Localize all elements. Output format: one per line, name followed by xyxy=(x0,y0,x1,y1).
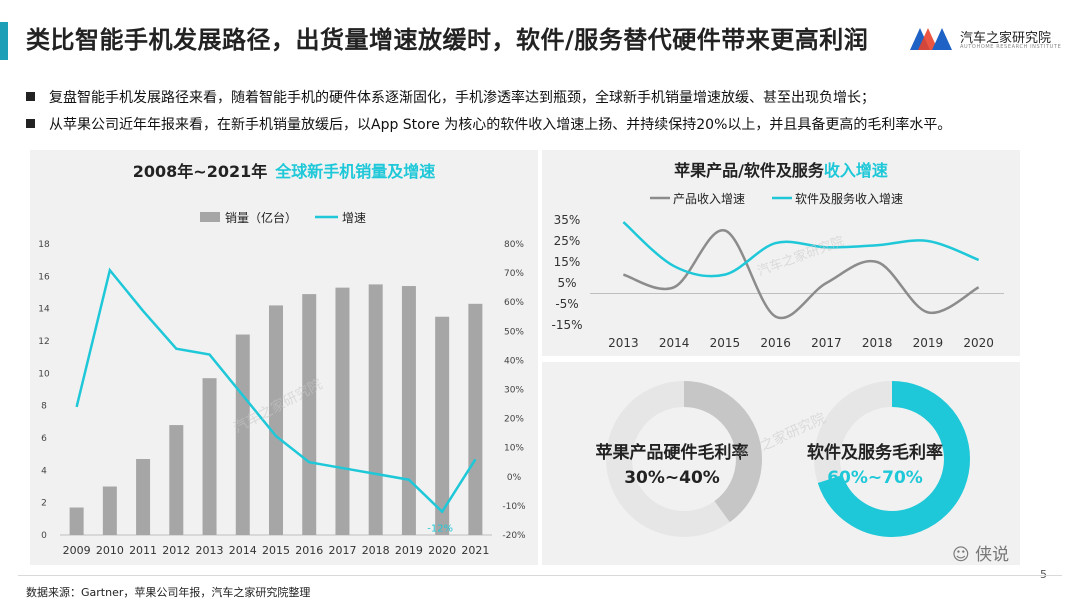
x-tick-label: 2012 xyxy=(162,544,190,557)
x-tick-label: 2021 xyxy=(461,544,489,557)
chart-title: 苹果产品/软件及服务收入增速 xyxy=(674,161,888,180)
y-tick-label: 4 xyxy=(41,466,47,476)
page-number: 5 xyxy=(1040,568,1047,581)
watermark: 汽车之家研究院 xyxy=(755,233,846,279)
title-accent-bar xyxy=(0,22,8,60)
x-tick-label: 2019 xyxy=(913,336,944,350)
sales-bar xyxy=(468,303,483,535)
y-tick-label: 6 xyxy=(41,434,47,444)
x-tick-label: 2015 xyxy=(262,544,290,557)
y-tick-label: 10 xyxy=(38,369,50,379)
y2-tick-label: 60% xyxy=(504,298,524,308)
x-tick-label: 2020 xyxy=(963,336,994,350)
x-tick-label: 2014 xyxy=(229,544,257,557)
sales-bar xyxy=(102,486,117,535)
x-tick-label: 2016 xyxy=(295,544,323,557)
donut-value: 30%~40% xyxy=(624,468,720,488)
legend-label: 增速 xyxy=(342,211,366,225)
y2-tick-label: 50% xyxy=(504,327,524,337)
x-tick-label: 2018 xyxy=(862,336,893,350)
y-tick-label: 0 xyxy=(41,531,47,541)
y2-tick-label: 30% xyxy=(504,386,524,396)
y-tick-label: 18 xyxy=(38,240,50,250)
x-tick-label: 2015 xyxy=(710,336,741,350)
services-margin-arc xyxy=(814,381,970,537)
revenue-growth-chart: 苹果产品/软件及服务收入增速 产品收入增速 软件及服务收入增速 35% 25% 15… xyxy=(551,161,1004,350)
bullet-square-icon xyxy=(26,92,35,101)
donut-label: 苹果产品硬件毛利率 xyxy=(596,442,749,463)
sales-bar xyxy=(401,286,416,535)
y-tick-label: 25% xyxy=(554,234,581,248)
x-tick-label: 2019 xyxy=(395,544,423,557)
y2-tick-label: 20% xyxy=(504,415,524,425)
donut-label: 软件及服务毛利率 xyxy=(807,442,943,463)
bullet-square-icon xyxy=(26,119,35,128)
y-tick-label: 16 xyxy=(38,272,50,282)
y-tick-label: 35% xyxy=(554,213,581,227)
y2-tick-label: 0% xyxy=(507,473,522,483)
y-tick-label: -5% xyxy=(555,297,578,311)
x-tick-label: 2017 xyxy=(328,544,356,557)
y-tick-label: 5% xyxy=(557,276,576,290)
legend-label: 软件及服务收入增速 xyxy=(795,191,903,206)
sales-bar xyxy=(302,294,317,535)
y-tick-label: 15% xyxy=(554,255,581,269)
page-title: 类比智能手机发展路径，出货量增速放缓时，软件/服务替代硬件带来更高利润 xyxy=(26,26,869,54)
sales-bar xyxy=(235,334,250,535)
sales-bar xyxy=(69,507,84,535)
x-tick-label: 2020 xyxy=(428,544,456,557)
donut-value: 60%~70% xyxy=(827,468,923,488)
x-tick-label: 2009 xyxy=(63,544,91,557)
x-tick-label: 2016 xyxy=(760,336,791,350)
bullet-point: 复盘智能手机发展路径来看，随着智能手机的硬件体系逐渐固化，手机渗透率达到瓶颈，全… xyxy=(26,87,875,107)
wechat-icon: ☺ xyxy=(952,545,970,565)
y2-tick-label: -10% xyxy=(502,502,526,512)
y-tick-label: 2 xyxy=(41,499,47,509)
y-tick-label: 8 xyxy=(41,402,47,412)
x-tick-label: 2014 xyxy=(659,336,690,350)
x-tick-label: 2013 xyxy=(608,336,639,350)
source-note: 数据来源：Gartner，苹果公司年报，汽车之家研究院整理 xyxy=(26,586,311,599)
y2-tick-label: 10% xyxy=(504,444,524,454)
legend-label: 销量（亿台） xyxy=(225,210,297,225)
legend-label: 产品收入增速 xyxy=(673,192,745,206)
y-tick-label: 12 xyxy=(38,337,49,347)
sales-bar xyxy=(368,284,383,535)
y2-tick-label: 80% xyxy=(504,240,524,250)
sales-chart: 2008年~2021年 全球新手机销量及增速 销量（亿台） 增速 0 2 4 6 8 10 1… xyxy=(38,162,526,557)
y-tick-label: 14 xyxy=(38,305,50,315)
wechat-badge: ☺ 侠说 xyxy=(952,545,1010,565)
x-tick-label: 2011 xyxy=(129,544,157,557)
services-growth-line xyxy=(622,221,980,278)
sales-bar xyxy=(335,287,350,535)
chart-title: 2008年~2021年 全球新手机销量及增速 xyxy=(133,162,436,181)
sales-bar xyxy=(269,305,283,535)
data-label: -12% xyxy=(427,524,453,535)
footer-divider xyxy=(18,575,1062,576)
logo-subtext: AUTOHOME RESEARCH INSTITUTE xyxy=(960,44,1062,50)
legend-bar-swatch xyxy=(200,212,220,222)
bullet-point: 从苹果公司近年年报来看，在新手机销量放缓后，以App Store 为核心的软件收… xyxy=(26,114,951,134)
hardware-margin-arc xyxy=(606,381,762,537)
y-tick-label: -15% xyxy=(551,318,582,332)
revenue-growth-panel xyxy=(542,150,1020,356)
sales-bar xyxy=(169,425,184,535)
growth-series-line xyxy=(75,267,477,514)
y2-tick-label: 70% xyxy=(504,269,524,279)
y2-tick-label: 40% xyxy=(504,356,524,366)
x-tick-label: 2018 xyxy=(362,544,390,557)
product-growth-line xyxy=(622,229,980,320)
margin-donut-charts: 苹果产品硬件毛利率 30%~40% 软件及服务毛利率 60%~70% 汽车之家研… xyxy=(596,381,970,537)
x-tick-label: 2017 xyxy=(811,336,842,350)
sales-bar xyxy=(202,378,217,535)
autohome-logo xyxy=(910,28,952,50)
x-tick-label: 2013 xyxy=(196,544,224,557)
sales-bar xyxy=(435,316,450,535)
legend: 产品收入增速 软件及服务收入增速 xyxy=(650,191,903,206)
x-tick-label: 2010 xyxy=(96,544,124,557)
legend: 销量（亿台） 增速 xyxy=(200,210,366,225)
logo-text: 汽车之家研究院 xyxy=(960,31,1052,46)
y2-tick-label: -20% xyxy=(502,531,526,541)
sales-bar xyxy=(136,459,151,535)
